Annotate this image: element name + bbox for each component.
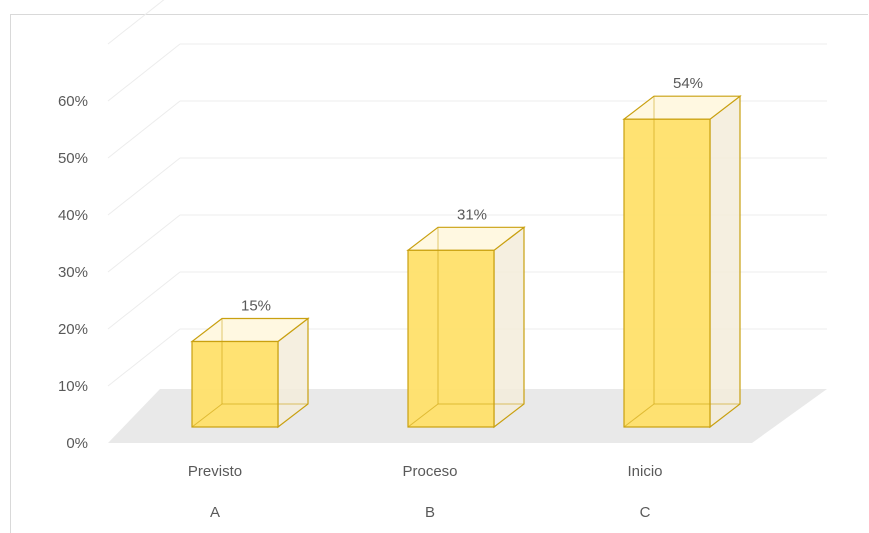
y-tick-label: 60% [58, 93, 88, 110]
bar [191, 340, 279, 428]
bar-side [709, 94, 741, 429]
category-group-label: C [640, 504, 651, 521]
gridline-side [107, 214, 181, 273]
y-tick-label: 30% [58, 264, 88, 281]
category-label: Inicio [627, 463, 662, 480]
category-group-label: A [210, 504, 220, 521]
bar-inner-edge [191, 403, 223, 428]
y-tick-label: 10% [58, 378, 88, 395]
gridline-side [107, 271, 181, 330]
y-tick-label: 40% [58, 207, 88, 224]
gridline-side [107, 0, 165, 45]
bar [407, 249, 495, 428]
bar-side [493, 226, 525, 429]
bar-inner-edge [623, 403, 655, 428]
bar-inner-edge [407, 403, 439, 428]
y-tick-label: 50% [58, 150, 88, 167]
bar [623, 118, 711, 428]
data-label: 31% [457, 206, 487, 223]
gridline-side [107, 100, 181, 159]
category-label: Previsto [188, 463, 242, 480]
category-group-label: B [425, 504, 435, 521]
gridline-side [107, 43, 181, 102]
data-label: 54% [673, 75, 703, 92]
data-label: 15% [241, 298, 271, 315]
y-tick-label: 20% [58, 321, 88, 338]
y-tick-label: 0% [66, 435, 88, 452]
gridline-side [107, 328, 181, 387]
category-label: Proceso [402, 463, 457, 480]
gridline-side [107, 157, 181, 216]
